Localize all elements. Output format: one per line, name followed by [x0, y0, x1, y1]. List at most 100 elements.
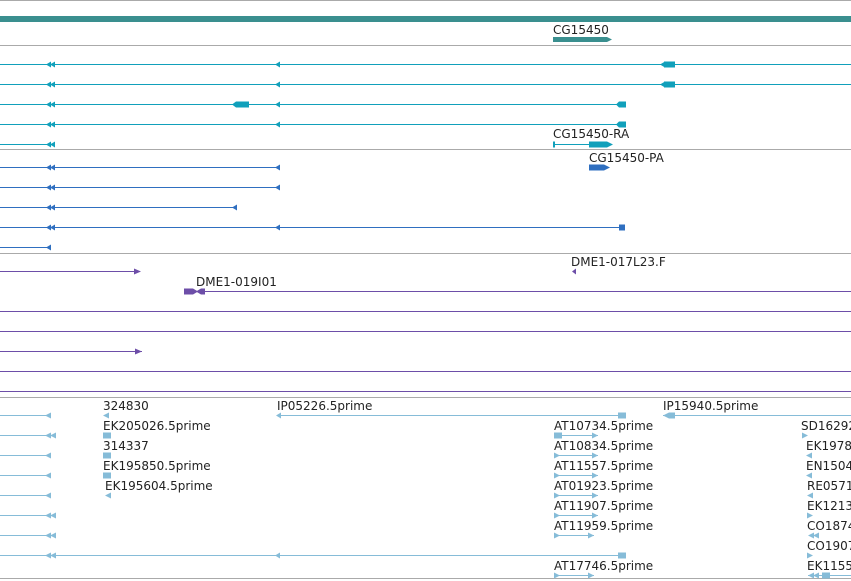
est-arrow — [588, 572, 594, 579]
transcript-exon — [664, 61, 675, 68]
est-feature[interactable]: 324830 — [103, 399, 149, 419]
est-feature-label: EK1978 — [806, 439, 851, 453]
protein-arrow — [275, 224, 280, 231]
transcript-exon — [589, 141, 607, 148]
est-exon — [618, 412, 626, 419]
est-feature[interactable]: SD16292 — [801, 419, 851, 439]
est-arrow — [103, 412, 109, 419]
est-arrow — [45, 412, 51, 419]
protein-row[interactable] — [0, 164, 280, 171]
est-row[interactable] — [0, 452, 51, 459]
protein-feature[interactable]: CG15450-PA — [589, 151, 665, 171]
est-arrow — [554, 452, 560, 459]
est-arrow — [50, 512, 56, 519]
est-feature[interactable]: IP05226.5prime — [276, 399, 626, 419]
est-arrow — [554, 512, 560, 519]
transcript-arrow — [275, 101, 280, 108]
est-feature[interactable]: RE0571 — [807, 479, 851, 499]
est-row[interactable] — [0, 432, 56, 439]
est-feature-label: IP15940.5prime — [663, 399, 758, 413]
protein-track: CG15450-PA — [0, 151, 665, 251]
clone-feature-arrow — [572, 268, 576, 275]
est-exon — [554, 432, 562, 439]
est-feature[interactable]: CO1874 — [807, 519, 851, 539]
est-arrow — [592, 472, 598, 479]
est-feature-label: EK1155 — [807, 559, 851, 573]
est-arrow — [45, 492, 51, 499]
est-feature[interactable]: AT11557.5prime — [554, 459, 653, 479]
est-arrow — [45, 512, 51, 519]
est-feature[interactable]: AT11907.5prime — [554, 499, 653, 519]
gene-feature-label: CG15450 — [553, 23, 609, 37]
est-feature-label: 324830 — [103, 399, 149, 413]
est-arrow — [808, 572, 814, 579]
clone-feature[interactable]: DME1-019I01 — [184, 275, 851, 295]
protein-arrow — [50, 164, 55, 171]
protein-arrow — [50, 184, 55, 191]
protein-row[interactable] — [0, 244, 51, 251]
transcript-exon — [616, 101, 626, 108]
gene-feature-arrow — [607, 37, 612, 42]
transcript-row[interactable] — [0, 61, 851, 68]
est-exon — [103, 472, 111, 479]
est-feature[interactable]: EK1155 — [807, 559, 851, 579]
est-feature-label: EK195604.5prime — [105, 479, 213, 493]
transcript-arrow — [46, 141, 51, 148]
est-feature[interactable]: AT17746.5prime — [554, 559, 653, 579]
protein-row[interactable] — [0, 224, 625, 231]
est-row[interactable] — [0, 552, 626, 559]
est-feature[interactable]: AT10834.5prime — [554, 439, 653, 459]
est-row[interactable] — [0, 412, 51, 419]
est-feature[interactable]: CO1907 — [807, 539, 851, 559]
clone-row[interactable] — [0, 268, 141, 275]
clone-feature[interactable]: DME1-017L23.F — [571, 255, 666, 275]
est-feature-label: EK195850.5prime — [103, 459, 211, 473]
clone-exon — [184, 288, 193, 295]
transcript-row[interactable] — [0, 121, 626, 128]
est-feature[interactable]: AT11959.5prime — [554, 519, 653, 539]
transcript-arrow — [50, 81, 55, 88]
transcript-arrow — [46, 61, 51, 68]
protein-arrow — [50, 204, 55, 211]
est-feature[interactable]: EK205026.5prime — [103, 419, 211, 439]
est-exon — [669, 412, 675, 419]
est-arrow — [588, 532, 594, 539]
transcript-row[interactable] — [0, 81, 851, 88]
protein-row[interactable] — [0, 204, 237, 211]
protein-row[interactable] — [0, 184, 280, 191]
protein-feature-glyph — [589, 164, 604, 171]
est-arrow — [813, 532, 819, 539]
transcript-feature[interactable]: CG15450-RA — [0, 127, 630, 148]
transcript-arrow — [660, 61, 665, 68]
est-feature[interactable]: EK195604.5prime — [105, 479, 213, 499]
est-feature[interactable]: EK1978 — [806, 439, 851, 459]
est-row[interactable] — [0, 472, 51, 479]
gene-feature[interactable]: CG15450 — [553, 23, 612, 42]
transcript-arrow — [232, 101, 236, 108]
est-feature-label: AT10834.5prime — [554, 439, 653, 453]
est-row[interactable] — [0, 532, 56, 539]
protein-arrow — [50, 224, 55, 231]
transcript-row[interactable] — [0, 101, 626, 108]
est-feature[interactable]: AT01923.5prime — [554, 479, 653, 499]
clone-arrow — [193, 288, 198, 295]
gene-feature-glyph[interactable] — [553, 37, 607, 42]
clone-row[interactable] — [0, 348, 142, 355]
est-row[interactable] — [0, 512, 56, 519]
est-feature[interactable]: 314337 — [103, 439, 149, 459]
est-feature[interactable]: IP15940.5prime — [663, 399, 851, 419]
est-feature-label: IP05226.5prime — [277, 399, 372, 413]
transcript-exon — [236, 101, 249, 108]
est-arrow — [50, 532, 56, 539]
est-feature[interactable]: EK195850.5prime — [103, 459, 211, 479]
transcript-arrow — [660, 81, 665, 88]
est-feature[interactable]: EN1504 — [806, 459, 851, 479]
est-row[interactable] — [0, 492, 51, 499]
est-feature[interactable]: EK1213 — [807, 499, 851, 519]
est-feature-label: 314337 — [103, 439, 149, 453]
transcript-arrow — [50, 121, 55, 128]
est-feature[interactable]: AT10734.5prime — [554, 419, 653, 439]
est-arrow — [807, 492, 813, 499]
transcript-arrow — [50, 141, 55, 148]
